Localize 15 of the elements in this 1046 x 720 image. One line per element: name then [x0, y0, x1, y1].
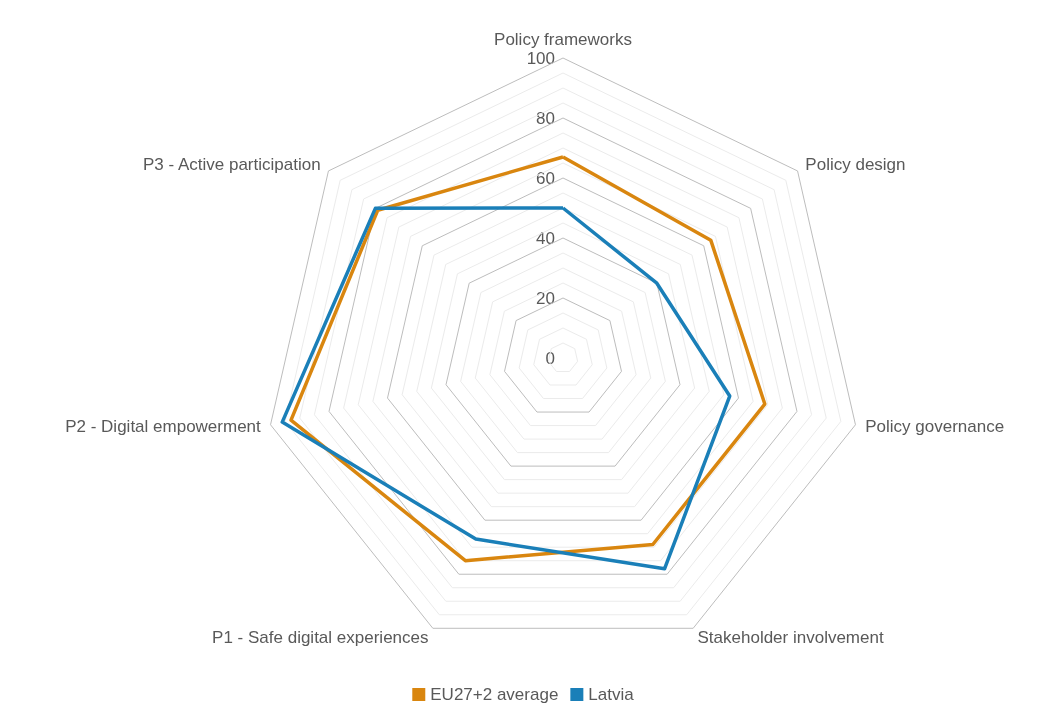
y-tick-label: 80: [536, 108, 555, 128]
spoke-label: Policy governance: [865, 417, 1005, 437]
legend-label: EU27+2 average: [430, 685, 559, 704]
spoke-label: Policy design: [805, 155, 906, 175]
y-tick-label: 60: [536, 168, 555, 188]
spoke-label: P1 - Safe digital experiences: [212, 627, 429, 647]
spoke-label: Policy frameworks: [494, 30, 632, 49]
legend-label: Latvia: [588, 685, 635, 704]
spoke-label: P2 - Digital empowerment: [65, 417, 262, 437]
y-tick-label: 0: [545, 348, 555, 368]
y-tick-label: 20: [536, 288, 555, 308]
y-tick-label: 40: [536, 228, 555, 248]
spoke-label: P3 - Active participation: [142, 155, 321, 175]
y-tick-label: 100: [526, 48, 555, 68]
spoke-label: Stakeholder involvement: [697, 627, 884, 647]
